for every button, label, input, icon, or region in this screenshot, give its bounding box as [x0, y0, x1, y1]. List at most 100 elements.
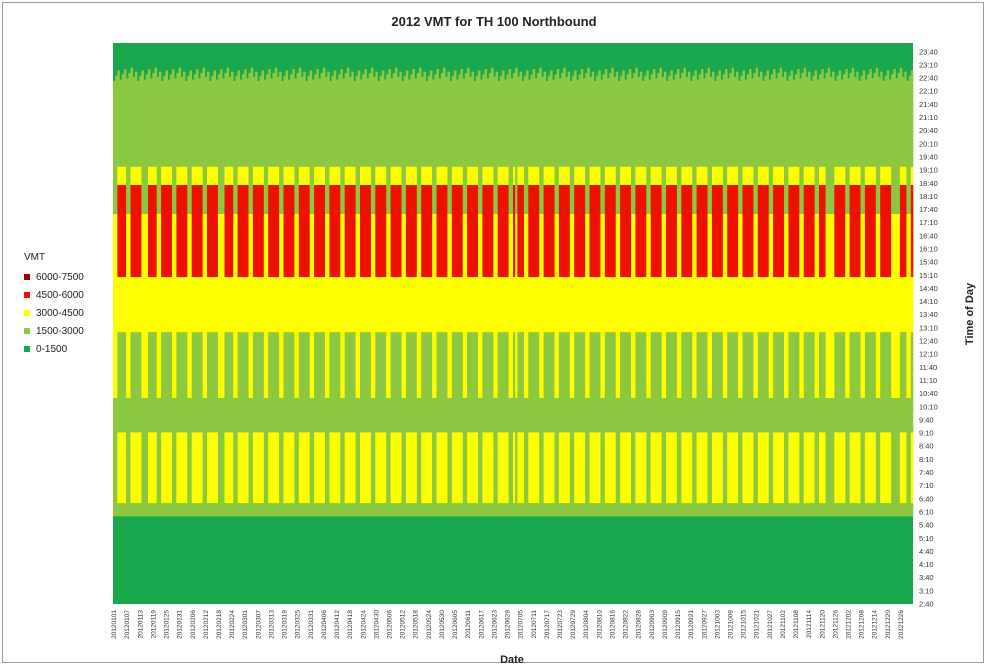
heatmap-cell	[272, 185, 276, 278]
heatmap-cell	[255, 185, 258, 278]
heatmap-cell	[604, 185, 608, 278]
heatmap-cell	[436, 432, 439, 504]
heatmap-cell	[808, 277, 811, 333]
heatmap-cell	[731, 166, 735, 186]
x-tick-label: 20120430	[373, 610, 380, 639]
heatmap-cell	[547, 332, 551, 433]
x-tick-label: 20120915	[675, 610, 682, 639]
heatmap-cell	[530, 503, 533, 517]
heatmap-cell	[259, 185, 262, 278]
heatmap-cell	[150, 432, 153, 504]
heatmap-cell	[777, 277, 780, 333]
heatmap-cell	[652, 277, 656, 333]
heatmap-cell	[545, 166, 549, 186]
heatmap-cell	[521, 185, 525, 278]
heatmap-cell	[290, 432, 293, 504]
heatmap-cell	[333, 70, 337, 167]
heatmap-cell	[596, 432, 599, 504]
heatmap-cell	[537, 185, 540, 278]
heatmap-cell	[668, 277, 671, 333]
y-tick-label: 15:40	[919, 258, 938, 267]
x-tick-label: 20121120	[819, 610, 826, 639]
heatmap-cell	[375, 185, 378, 278]
heatmap-cell	[692, 213, 695, 399]
heatmap-cell	[808, 332, 811, 433]
heatmap-cell	[488, 185, 492, 278]
heatmap-cell	[843, 432, 846, 504]
heatmap-cell	[353, 185, 356, 278]
heatmap-cell	[436, 69, 439, 167]
heatmap-cell	[530, 74, 533, 167]
heatmap-cell	[392, 277, 396, 333]
heatmap-cell	[462, 78, 466, 214]
heatmap-cell	[851, 432, 855, 504]
heatmap-cell	[567, 277, 571, 333]
heatmap-cell	[438, 432, 442, 504]
legend-swatch	[24, 346, 30, 352]
heatmap-cell	[134, 332, 138, 433]
heatmap-cell	[716, 503, 719, 517]
heatmap-cell	[421, 332, 424, 433]
heatmap-cell	[425, 80, 429, 167]
heatmap-cell	[362, 432, 365, 504]
heatmap-cell	[779, 332, 783, 433]
heatmap-cell	[637, 76, 641, 167]
y-tick-label: 18:10	[919, 192, 938, 201]
heatmap-cell	[329, 166, 332, 186]
heatmap-cell	[720, 166, 724, 186]
heatmap-cell	[773, 432, 776, 504]
heatmap-cell	[851, 503, 855, 517]
heatmap-cell	[720, 432, 724, 504]
heatmap-cell	[244, 432, 247, 504]
heatmap-cell	[150, 503, 153, 517]
heatmap-cell	[338, 432, 341, 504]
heatmap-cell	[115, 398, 118, 517]
heatmap-cell	[543, 432, 547, 504]
heatmap-cell	[902, 503, 905, 517]
x-tick-label: 20120623	[491, 610, 498, 639]
heatmap-cell	[432, 398, 435, 517]
heatmap-cell	[150, 78, 153, 167]
heatmap-cell	[276, 332, 280, 433]
heatmap-cell	[296, 398, 300, 517]
heatmap-cell	[519, 432, 523, 504]
heatmap-cell	[244, 332, 247, 433]
heatmap-cell	[864, 185, 868, 278]
heatmap-cell	[784, 398, 787, 517]
heatmap-cell	[123, 166, 127, 186]
heatmap-cell	[506, 74, 509, 167]
heatmap-cell	[469, 166, 472, 186]
heatmap-cell	[733, 332, 737, 433]
heatmap-cell	[222, 78, 225, 214]
heatmap-cell	[746, 166, 750, 186]
heatmap-cell	[823, 185, 826, 278]
heatmap-cell	[154, 503, 158, 517]
heatmap-cell	[821, 503, 824, 517]
heatmap-cell	[281, 398, 284, 517]
heatmap-cell	[399, 71, 402, 167]
heatmap-cell	[626, 432, 630, 504]
heatmap-cell	[784, 71, 787, 214]
heatmap-cell	[668, 75, 671, 167]
heatmap-cell	[757, 185, 761, 278]
heatmap-cell	[432, 213, 435, 399]
heatmap-cell	[886, 185, 890, 278]
legend-item: 0-1500	[24, 340, 84, 358]
heatmap-cell	[272, 332, 276, 433]
heatmap-cell	[152, 72, 155, 167]
heatmap-cell	[735, 332, 739, 433]
heatmap-cell	[191, 185, 195, 278]
heatmap-cell	[631, 398, 634, 517]
heatmap-cell	[838, 277, 842, 333]
heatmap-cell	[757, 277, 761, 333]
heatmap-cell	[875, 398, 879, 517]
heatmap-cell	[331, 503, 335, 517]
heatmap-cell	[731, 332, 735, 433]
heatmap-cell	[620, 185, 623, 278]
heatmap-cell	[676, 69, 680, 214]
heatmap-cell	[272, 72, 276, 167]
heatmap-cell	[539, 398, 542, 517]
heatmap-cell	[329, 503, 332, 517]
heatmap-cell	[456, 185, 459, 278]
heatmap-cell	[117, 277, 120, 333]
